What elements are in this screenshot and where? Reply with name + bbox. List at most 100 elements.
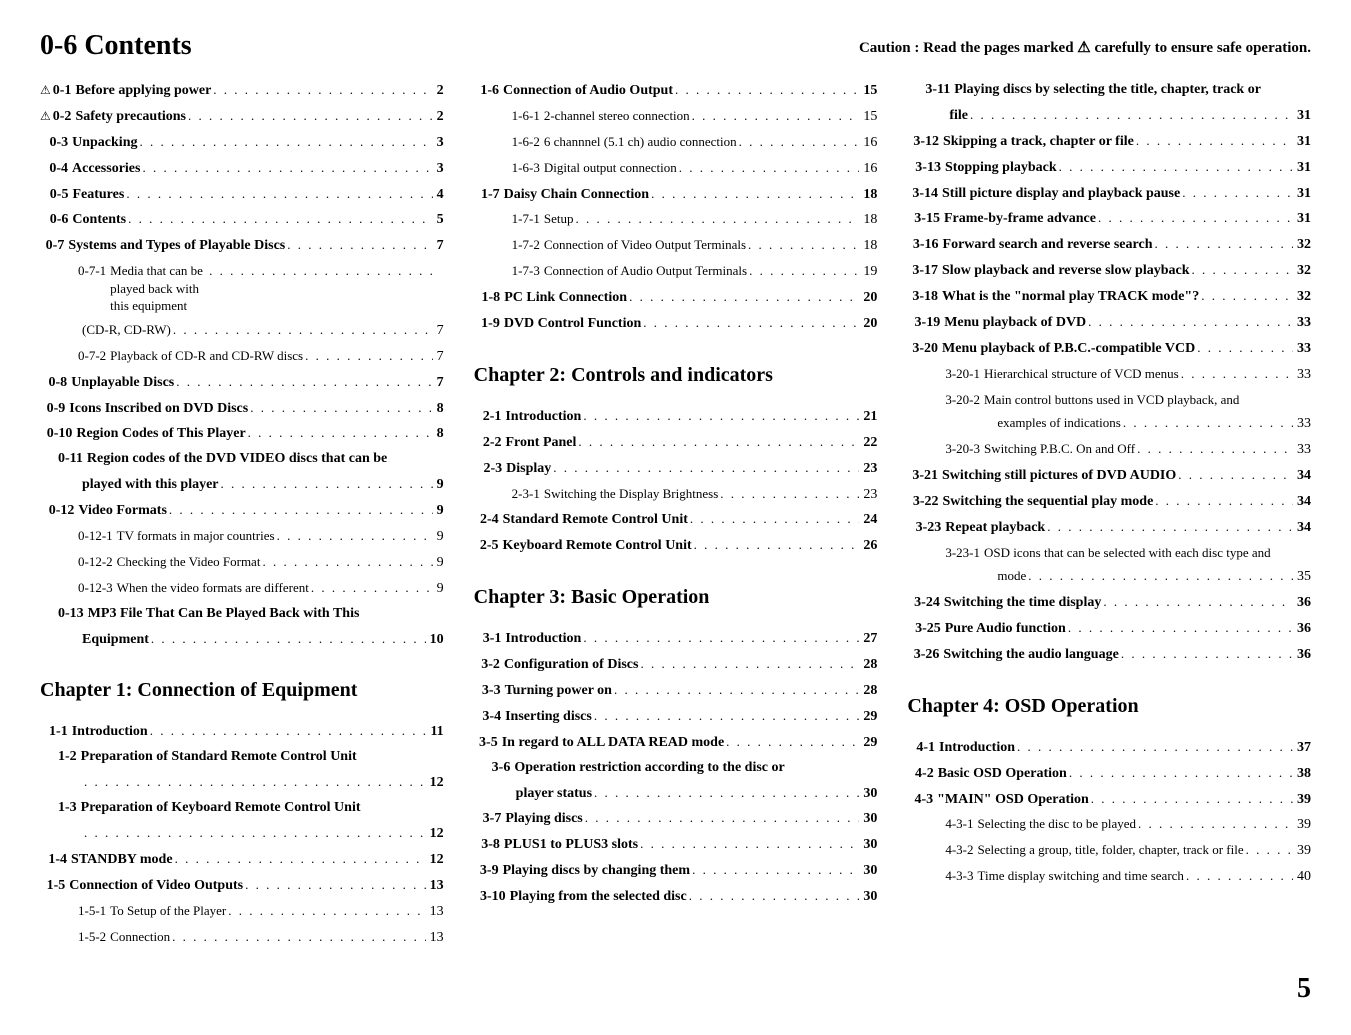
toc-entry: 2-4Standard Remote Control Unit. . . . .… — [474, 510, 878, 530]
leader-dots: . . . . . . . . . . . . . . . . . . . . … — [303, 347, 433, 365]
toc-entry: 1-5-1To Setup of the Player. . . . . . .… — [40, 902, 444, 922]
leader-dots: . . . . . . . . . . . . . . . . . . . . … — [690, 107, 860, 125]
leader-dots: . . . . . . . . . . . . . . . . . . . . … — [737, 133, 860, 151]
leader-dots: . . . . . . . . . . . . . . . . . . . . … — [1096, 209, 1293, 227]
entry-number: 3-6 — [492, 759, 511, 778]
toc-entry: 4-3"MAIN" OSD Operation. . . . . . . . .… — [907, 790, 1311, 810]
entry-label: Stopping playback — [945, 159, 1057, 178]
entry-number: 3-5 — [479, 734, 498, 753]
toc-entry: 1-6-26 channnel (5.1 ch) audio connectio… — [474, 133, 878, 153]
entry-number: 3-18 — [912, 288, 938, 307]
toc-entry: 2-2Front Panel. . . . . . . . . . . . . … — [474, 433, 878, 453]
toc-entry: 0-12Video Formats. . . . . . . . . . . .… — [40, 501, 444, 521]
entry-label: Features — [72, 186, 124, 205]
entry-label: Switching the audio language — [943, 646, 1118, 665]
leader-dots: . . . . . . . . . . . . . . . . . . . . … — [186, 107, 433, 125]
toc-entry: 4-3-1Selecting the disc to be played. . … — [907, 815, 1311, 835]
entry-page: 18 — [863, 211, 877, 230]
entry-label: Repeat playback — [945, 519, 1045, 538]
entry-number: 4-3-2 — [945, 841, 973, 859]
entry-number: 1-6-3 — [512, 159, 540, 177]
leader-dots: . . . . . . . . . . . . . . . . . . . . … — [1086, 313, 1293, 331]
entry-label: file — [949, 107, 968, 126]
leader-dots: . . . . . . . . . . . . . . . . . . . . … — [174, 373, 432, 391]
entry-page: 7 — [437, 237, 444, 256]
toc-entry: mode. . . . . . . . . . . . . . . . . . … — [907, 567, 1311, 587]
entry-label: What is the "normal play TRACK mode"? — [942, 288, 1199, 307]
entry-number: 3-20-3 — [945, 440, 980, 458]
leader-dots: . . . . . . . . . . . . . . . . . . . . … — [1179, 365, 1293, 383]
toc-entry: 2-3-1Switching the Display Brightness. .… — [474, 485, 878, 505]
leader-dots: . . . . . . . . . . . . . . . . . . . . … — [649, 185, 859, 203]
leader-dots: . . . . . . . . . . . . . . . . . . . . … — [1153, 492, 1293, 510]
entry-number: 1-8 — [482, 289, 501, 308]
entry-label: Setup — [544, 210, 574, 228]
toc-entry: 0-4Accessories. . . . . . . . . . . . . … — [40, 159, 444, 179]
entry-page: 3 — [437, 134, 444, 153]
caution-line: Caution : Read the pages marked ⚠ carefu… — [40, 38, 1311, 57]
entry-page: 7 — [437, 348, 444, 367]
entry-page: 33 — [1297, 441, 1311, 460]
entry-number: 1-7-1 — [512, 210, 540, 228]
entry-label: Playback of CD-R and CD-RW discs — [110, 347, 303, 365]
entry-number: 2-1 — [483, 408, 502, 427]
entry-label: Forward search and reverse search — [943, 236, 1153, 255]
toc-entry: 3-10Playing from the selected disc. . . … — [474, 887, 878, 907]
entry-page: 39 — [1297, 791, 1311, 810]
toc-entry: 3-24Switching the time display. . . . . … — [907, 593, 1311, 613]
leader-dots: . . . . . . . . . . . . . . . . . . . . … — [641, 314, 859, 332]
entry-label: Standard Remote Control Unit — [503, 511, 688, 530]
entry-page: 7 — [437, 322, 444, 341]
entry-number: 0-3 — [49, 134, 68, 153]
entry-label: Configuration of Discs — [504, 656, 639, 675]
entry-number: 0-7-2 — [78, 347, 106, 365]
toc-entry: 3-1Introduction. . . . . . . . . . . . .… — [474, 629, 878, 649]
leader-dots: . . . . . . . . . . . . . . . . . . . . … — [592, 707, 860, 725]
toc-entry: 3-12Skipping a track, chapter or file. .… — [907, 132, 1311, 152]
entry-label: Frame-by-frame advance — [944, 210, 1096, 229]
entry-number: 3-24 — [914, 594, 940, 613]
leader-dots: . . . . . . . . . . . . . . . . . . . . … — [612, 681, 859, 699]
leader-dots: . . . . . . . . . . . . . . . . . . . . … — [1066, 619, 1293, 637]
toc-entry: 1-7-2Connection of Video Output Terminal… — [474, 236, 878, 256]
toc-entry: 3-13Stopping playback. . . . . . . . . .… — [907, 158, 1311, 178]
column-3: 3-11Playing discs by selecting the title… — [907, 81, 1311, 953]
entry-page: 31 — [1297, 159, 1311, 178]
entry-number: 1-5-2 — [78, 928, 106, 946]
entry-label: Keyboard Remote Control Unit — [503, 537, 692, 556]
entry-label: Switching the sequential play mode — [942, 493, 1153, 512]
leader-dots: . . . . . . . . . . . . . . . . . . . . … — [137, 133, 432, 151]
entry-label: Playing discs by selecting the title, ch… — [954, 81, 1261, 100]
leader-dots: . . . . . . . . . . . . . . . . . . . . … — [1184, 867, 1293, 885]
toc-entry: 1-7-3Connection of Audio Output Terminal… — [474, 262, 878, 282]
entry-label: Hierarchical structure of VCD menus — [984, 365, 1179, 383]
toc-entry: 1-4STANDBY mode. . . . . . . . . . . . .… — [40, 850, 444, 870]
leader-dots: . . . . . . . . . . . . . . . . . . . . … — [1136, 815, 1293, 833]
toc-entry: 1-6-12-channel stereo connection. . . . … — [474, 107, 878, 127]
entry-number: 3-10 — [480, 888, 506, 907]
entry-label: "MAIN" OSD Operation — [937, 791, 1089, 810]
leader-dots: . . . . . . . . . . . . . . . . . . . . … — [275, 527, 433, 545]
entry-number: 4-2 — [915, 765, 934, 784]
entry-page: 4 — [437, 186, 444, 205]
toc-entry: 3-22Switching the sequential play mode. … — [907, 492, 1311, 512]
entry-number: 3-9 — [480, 862, 499, 881]
entry-page: 26 — [863, 537, 877, 556]
entry-label: Digital output connection — [544, 159, 677, 177]
entry-label: Region codes of the DVD VIDEO discs that… — [87, 450, 387, 469]
entry-label: Slow playback and reverse slow playback — [942, 262, 1190, 281]
entry-page: 22 — [863, 434, 877, 453]
toc-entry: ⚠0-2Safety precautions. . . . . . . . . … — [40, 107, 444, 127]
entry-label: Unpacking — [72, 134, 137, 153]
entry-page: 33 — [1297, 314, 1311, 333]
toc-entry: 0-9Icons Inscribed on DVD Discs. . . . .… — [40, 399, 444, 419]
entry-page: 21 — [863, 408, 877, 427]
entry-page: 32 — [1297, 288, 1311, 307]
leader-dots: . . . . . . . . . . . . . . . . . . . . … — [688, 510, 859, 528]
entry-label: Connection of Video Outputs — [69, 877, 243, 896]
page-number: 5 — [40, 973, 1311, 1005]
entry-page: 37 — [1297, 739, 1311, 758]
leader-dots: . . . . . . . . . . . . . . . . . . . . … — [211, 81, 432, 99]
leader-dots: . . . . . . . . . . . . . . . . . . . . … — [285, 236, 432, 254]
toc-entry: 3-9Playing discs by changing them. . . .… — [474, 861, 878, 881]
